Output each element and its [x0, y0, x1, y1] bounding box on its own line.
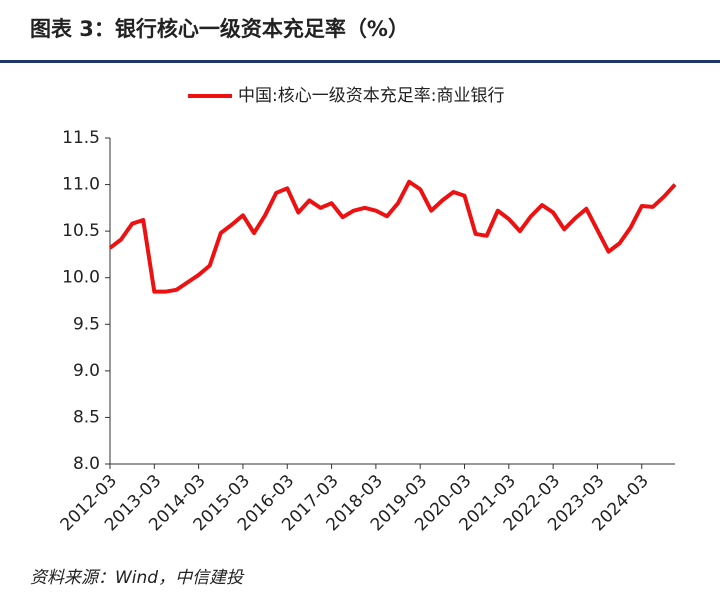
y-tick-label: 10.0	[62, 268, 100, 288]
y-tick-label: 11.0	[62, 175, 100, 195]
y-tick-label: 9.0	[73, 361, 100, 381]
source: 资料来源：Wind，中信建投	[30, 568, 245, 588]
title: 图表 3：银行核心一级资本充足率（%）	[30, 17, 409, 41]
y-tick-label: 9.5	[73, 314, 100, 334]
legend-label: 中国:核心一级资本充足率:商业银行	[238, 86, 504, 106]
y-tick-label: 8.5	[73, 407, 100, 427]
title-rule	[0, 60, 720, 63]
y-tick-label: 11.5	[62, 128, 100, 148]
y-tick-label: 10.5	[62, 221, 100, 241]
line	[108, 179, 677, 294]
y-tick-label: 8.0	[73, 454, 100, 474]
